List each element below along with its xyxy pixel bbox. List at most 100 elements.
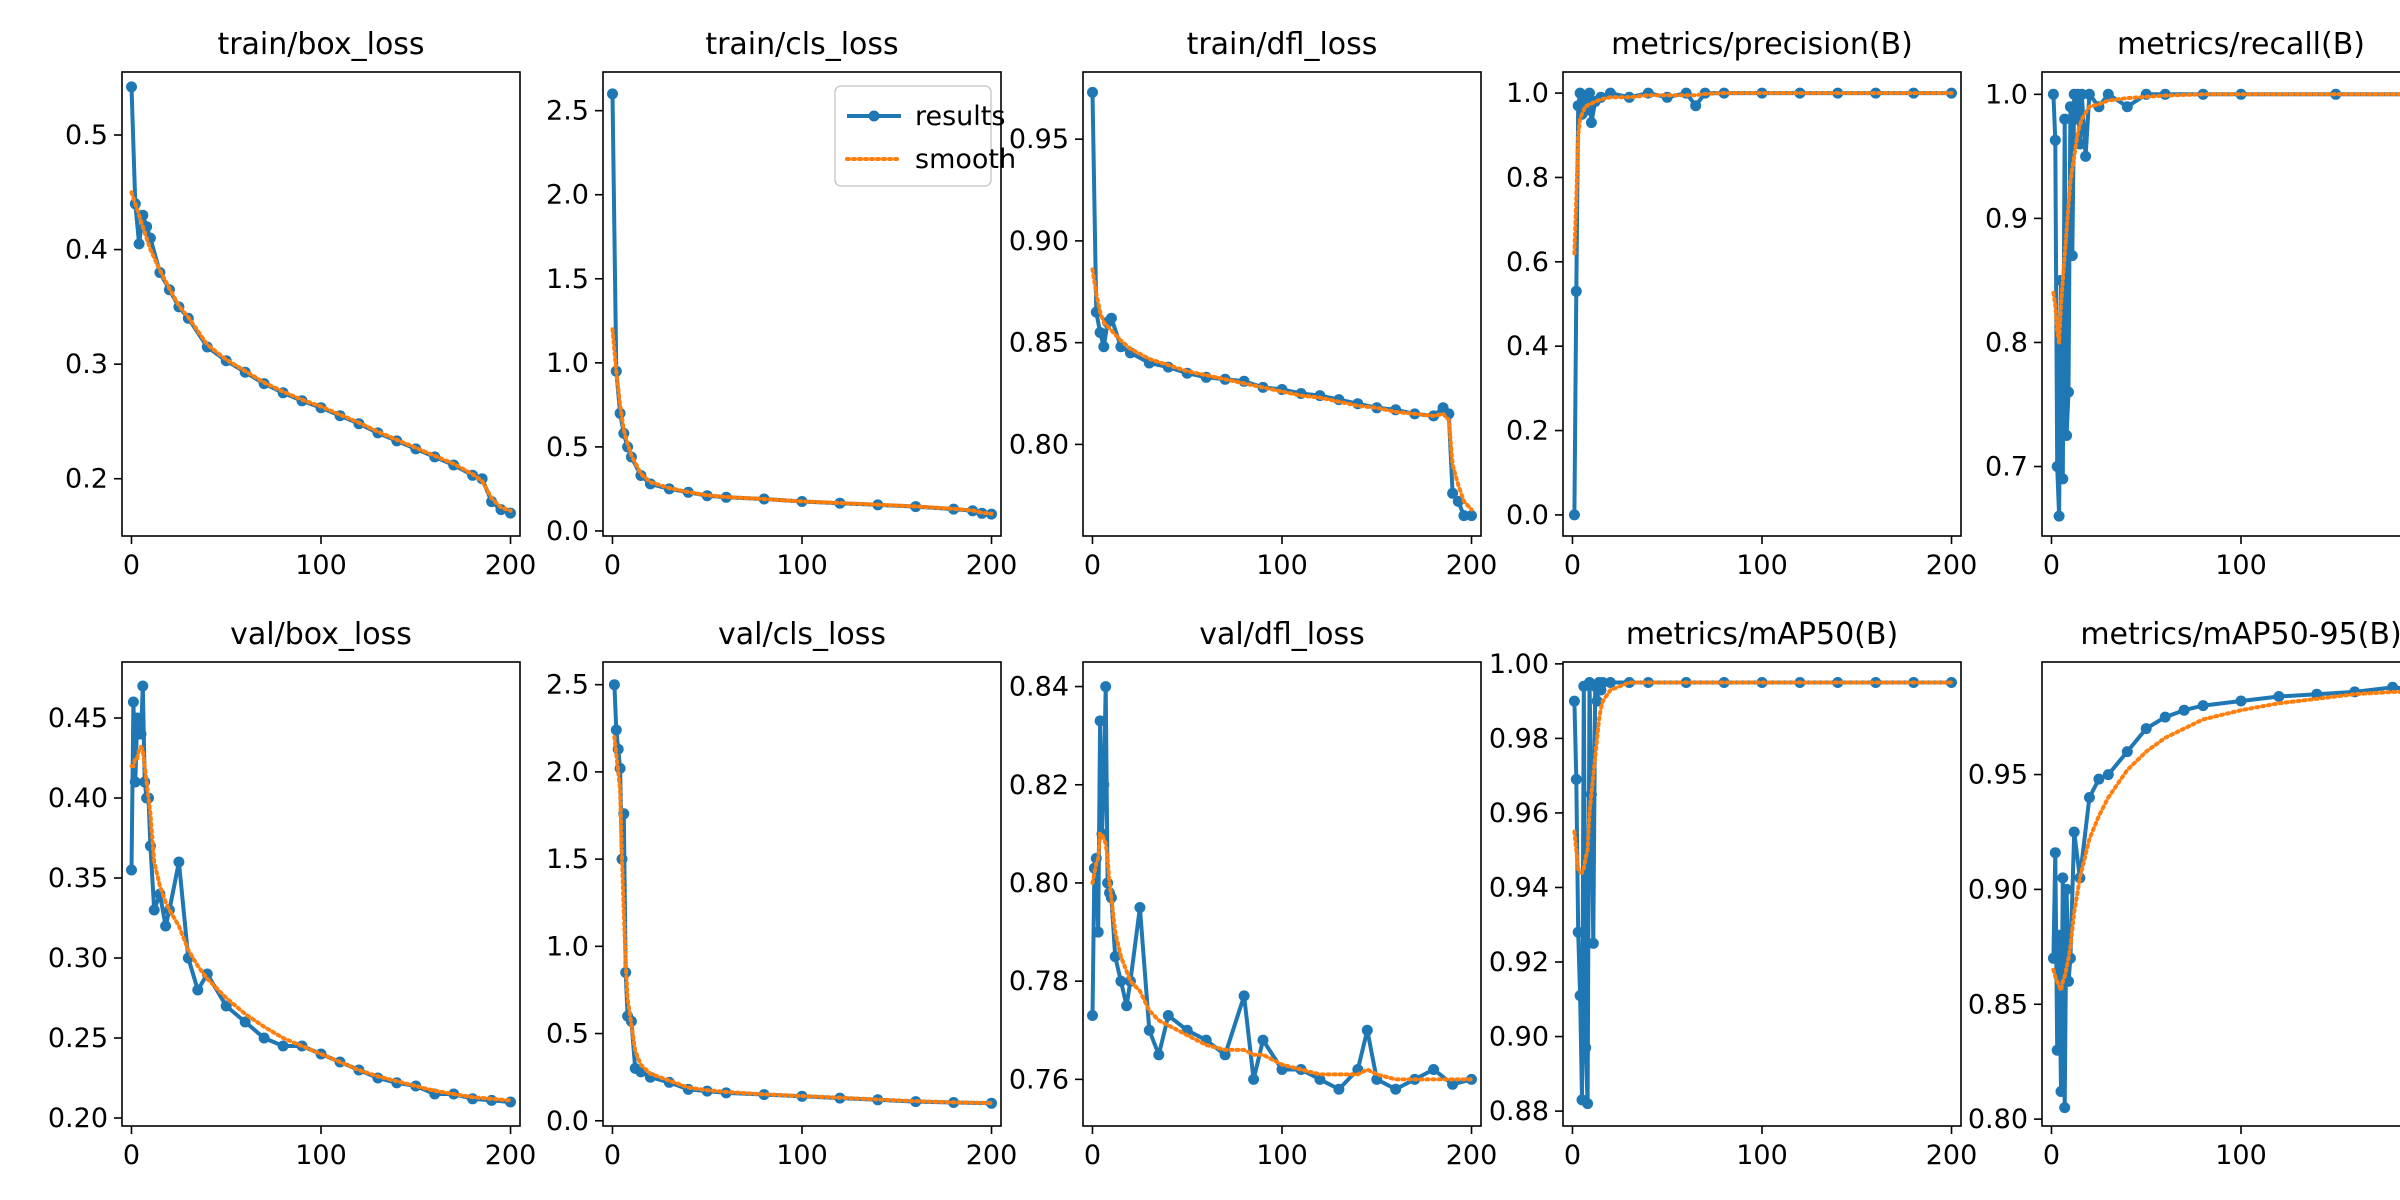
results-point: [1574, 990, 1586, 1002]
legend-results-label: results: [915, 101, 1005, 132]
plot-area: [1568, 87, 1957, 521]
results-point: [1690, 100, 1702, 112]
subplot-1: train/cls_loss 0 100 200 0.0 0.5 1.0 1.5 2.0 2.5: [546, 27, 1017, 581]
results-point: [1094, 327, 1106, 338]
results-point: [1276, 1064, 1288, 1075]
panel-title: metrics/recall(B): [2117, 27, 2365, 62]
y-tick-label: 0.0: [546, 1106, 589, 1137]
results-point: [2057, 872, 2069, 884]
results-point: [1257, 1034, 1269, 1046]
x-tick-label: 100: [1736, 550, 1788, 581]
results-point: [2059, 113, 2071, 125]
results-point: [1428, 1064, 1440, 1075]
results-point: [2197, 700, 2209, 712]
results-point: [1248, 1073, 1260, 1085]
results-point: [131, 712, 143, 724]
results-point: [2068, 826, 2080, 838]
results-point: [1604, 677, 1616, 688]
results-point: [1591, 695, 1603, 707]
results-point: [2066, 250, 2078, 262]
results-point: [220, 1000, 232, 1012]
results-point: [1121, 1000, 1133, 1012]
y-tick-label: 0.85: [1009, 328, 1069, 359]
x-tick-label: 100: [776, 1140, 828, 1171]
y-tick-label: 0.80: [1009, 429, 1069, 460]
results-point: [1333, 1083, 1345, 1095]
results-point: [2235, 695, 2247, 707]
smooth-line: [612, 735, 994, 1106]
results-point: [2178, 704, 2190, 716]
legend: results smooth: [834, 85, 1016, 187]
y-tick-label: 0.20: [48, 1103, 108, 1134]
results-point: [1584, 87, 1595, 99]
y-tick-label: 0.9: [1985, 203, 2028, 234]
axes-frame: [121, 661, 521, 1127]
results-point: [1238, 990, 1250, 1002]
y-tick-label: 0.40: [48, 783, 108, 814]
smooth-line: [129, 742, 513, 1103]
smooth-line: [1572, 91, 1954, 256]
panel-title: metrics/precision(B): [1611, 27, 1913, 62]
results-point: [2055, 1086, 2067, 1097]
y-tick-label: 2.5: [546, 670, 589, 701]
panel-title: metrics/mAP50-95(B): [2080, 617, 2400, 652]
y-tick-label: 0.76: [1009, 1064, 1069, 1095]
panel-title: train/dfl_loss: [1187, 27, 1378, 62]
plot-area: [607, 88, 997, 520]
axes-frame: [1082, 661, 1482, 1127]
smooth-line: [2051, 689, 2400, 998]
y-tick-label: 0.90: [1009, 226, 1069, 257]
results-point: [1134, 902, 1146, 913]
results-point: [610, 724, 622, 736]
subplot-0: train/box_loss 0 100 200 0.2 0.3 0.4 0.5: [65, 27, 536, 581]
y-tick-label: 1.0: [1506, 78, 1549, 109]
y-tick-label: 0.5: [65, 120, 108, 151]
y-tick-label: 0.90: [1968, 874, 2028, 905]
axes-frame: [602, 71, 1002, 537]
results-point: [476, 473, 488, 485]
results-point: [137, 680, 149, 692]
smooth-line: [1572, 680, 1954, 875]
results-point: [126, 81, 137, 93]
results-point: [2053, 929, 2065, 941]
results-point: [173, 856, 185, 868]
y-tick-label: 0.82: [1009, 770, 1069, 801]
results-point: [2102, 88, 2114, 100]
results-point: [1604, 87, 1616, 99]
results-point: [192, 984, 204, 996]
results-point: [1568, 509, 1580, 521]
results-point: [2061, 430, 2073, 441]
smooth-line: [1090, 267, 1474, 512]
y-tick-label: 0.90: [1489, 1022, 1549, 1053]
x-tick-label: 200: [485, 550, 537, 581]
y-tick-label: 0.35: [48, 863, 108, 894]
x-tick-label: 0: [2043, 1140, 2060, 1171]
y-tick-label: 1.00: [1489, 649, 1549, 680]
axes-frame: [602, 661, 1002, 1127]
results-point: [2102, 769, 2114, 781]
results-point: [2083, 88, 2095, 100]
y-tick-label: 0.25: [48, 1023, 108, 1054]
axes-frame: [1562, 71, 1962, 537]
x-tick-label: 100: [1256, 550, 1308, 581]
smooth-line: [610, 327, 994, 516]
results-point: [2049, 847, 2061, 859]
results-point: [1361, 1024, 1373, 1036]
y-tick-label: 0.2: [1506, 416, 1549, 447]
panel-title: metrics/mAP50(B): [1626, 617, 1898, 652]
plot-area: [2047, 88, 2400, 522]
y-tick-label: 2.5: [546, 96, 589, 127]
x-tick-label: 0: [123, 1140, 140, 1171]
smooth-line: [129, 190, 513, 513]
y-tick-label: 0.5: [546, 432, 589, 463]
results-point: [2070, 113, 2082, 125]
results-point: [1447, 1078, 1459, 1090]
results-point: [127, 696, 139, 708]
y-tick-label: 0.0: [546, 516, 589, 547]
x-tick-label: 0: [123, 550, 140, 581]
results-point: [129, 776, 141, 788]
